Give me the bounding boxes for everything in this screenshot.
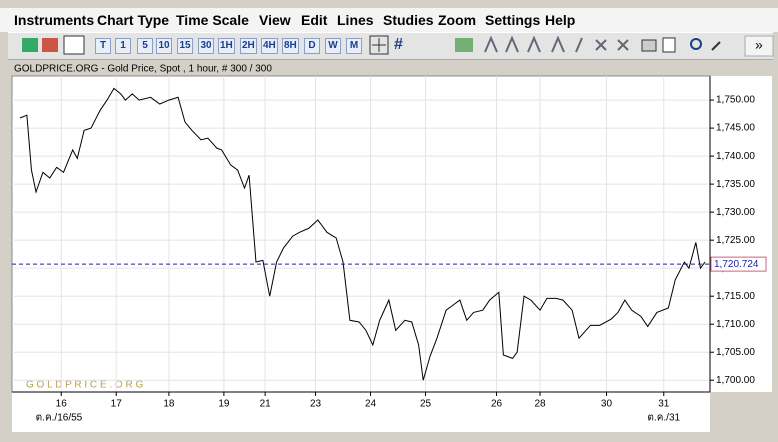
- chart-title: GOLDPRICE.ORG - Gold Price, Spot , 1 hou…: [14, 64, 272, 75]
- price-line: [19, 87, 706, 381]
- svg-text:»: »: [755, 37, 763, 53]
- x-date-label: ต.ค./31: [647, 413, 680, 424]
- x-tick-label: 26: [491, 399, 503, 410]
- period-button[interactable]: 15: [177, 38, 193, 54]
- period-button[interactable]: T: [95, 38, 111, 54]
- svg-text:#: #: [394, 36, 403, 53]
- menu-item[interactable]: Instruments: [14, 12, 95, 28]
- x-tick-label: 25: [420, 399, 432, 410]
- menu-item[interactable]: Zoom: [438, 12, 477, 28]
- x-tick-label: 24: [365, 399, 377, 410]
- x-tick-label: 21: [260, 399, 272, 410]
- toolbar-icons: # »: [22, 35, 774, 57]
- x-tick-label: 17: [111, 399, 123, 410]
- last-price-label: 1,720.724: [714, 259, 759, 270]
- period-button[interactable]: W: [325, 38, 341, 54]
- period-button[interactable]: 10: [156, 38, 172, 54]
- menu-item[interactable]: Time Scale: [176, 12, 249, 28]
- y-tick-label: 1,740.00: [716, 151, 755, 162]
- period-button[interactable]: 30: [198, 38, 214, 54]
- menu-item[interactable]: Help: [545, 12, 576, 28]
- menu-item[interactable]: Studies: [383, 12, 434, 28]
- period-button[interactable]: 4H: [261, 38, 278, 54]
- y-tick-label: 1,705.00: [716, 347, 755, 358]
- x-tick-label: 19: [218, 399, 230, 410]
- x-tick-label: 16: [56, 399, 68, 410]
- x-tick-label: 31: [658, 399, 670, 410]
- x-tick-label: 23: [310, 399, 322, 410]
- period-button[interactable]: 1H: [218, 38, 235, 54]
- menu-item[interactable]: Chart Type: [97, 12, 170, 28]
- menu-bar: [0, 8, 778, 32]
- period-button[interactable]: 8H: [282, 38, 299, 54]
- last-price-box: [710, 256, 767, 272]
- period-button[interactable]: 1: [115, 38, 131, 54]
- x-tick-label: 30: [601, 399, 613, 410]
- period-button[interactable]: 5: [137, 38, 153, 54]
- menu-item[interactable]: Settings: [485, 12, 541, 28]
- period-button[interactable]: 2H: [240, 38, 257, 54]
- plot-area: [11, 75, 711, 393]
- y-tick-label: 1,730.00: [716, 207, 755, 218]
- x-tick-label: 18: [163, 399, 175, 410]
- y-tick-label: 1,710.00: [716, 319, 755, 330]
- menu-item[interactable]: Edit: [301, 12, 328, 28]
- watermark: G O L D P R I C E . O R G: [26, 380, 143, 391]
- y-axis-area: [710, 76, 772, 392]
- x-axis-area: [12, 392, 710, 432]
- period-button[interactable]: D: [304, 38, 320, 54]
- y-tick-label: 1,715.00: [716, 291, 755, 302]
- menu-item[interactable]: View: [259, 12, 291, 28]
- y-tick-label: 1,725.00: [716, 235, 755, 246]
- x-tick-label: 28: [534, 399, 546, 410]
- menu-item[interactable]: Lines: [337, 12, 374, 28]
- y-tick-label: 1,745.00: [716, 123, 755, 134]
- y-tick-label: 1,700.00: [716, 375, 755, 386]
- x-date-label: ต.ค./16/55: [36, 413, 83, 424]
- period-button[interactable]: M: [346, 38, 362, 54]
- y-tick-label: 1,750.00: [716, 95, 755, 106]
- y-tick-label: 1,735.00: [716, 179, 755, 190]
